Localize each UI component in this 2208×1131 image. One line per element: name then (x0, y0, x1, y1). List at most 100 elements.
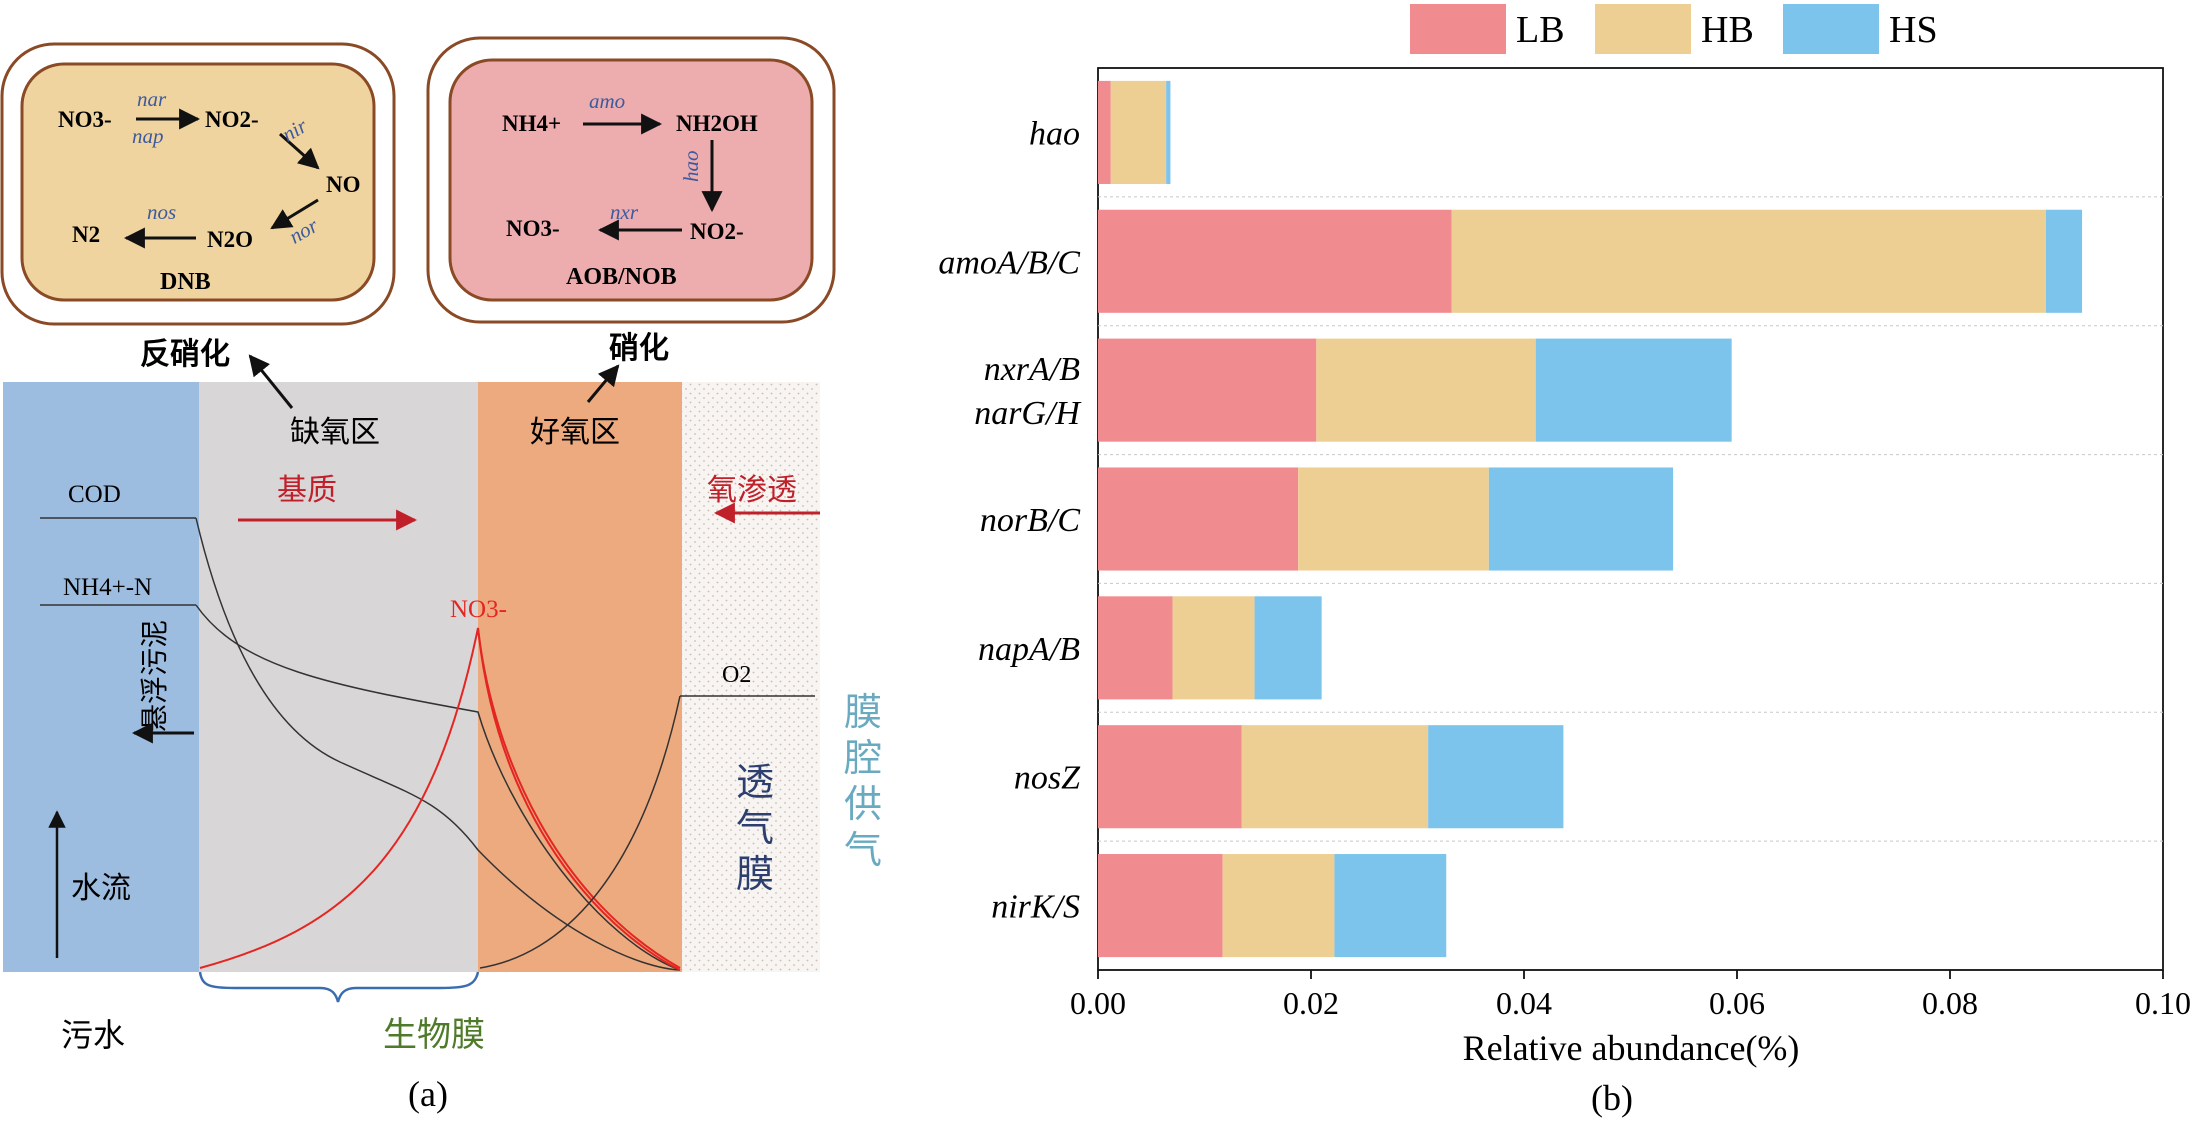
bar-lb-norb-c (1098, 467, 1299, 571)
arrow-nor (270, 198, 319, 230)
bar-hs-nxra-b-narg-h (1535, 338, 1732, 442)
membrane-zone (682, 382, 820, 972)
nh4n-label: NH4+-N (63, 574, 152, 601)
caption-b: (b) (1591, 1078, 1633, 1118)
enzyme-nar: nar (137, 87, 167, 111)
category-label: norB/C (980, 502, 1080, 539)
aob-label: AOB/NOB (566, 264, 677, 290)
category-label: nirK/S (991, 889, 1080, 926)
category-label: amoA/B/C (938, 244, 1080, 281)
cod-label: COD (68, 481, 121, 508)
bar-hb-nirk-s (1222, 854, 1335, 958)
dnb-n2: N2 (72, 222, 100, 247)
substrate-label: 基质 (277, 474, 337, 507)
bars (1098, 80, 2083, 958)
bar-hs-napa-b (1254, 596, 1322, 700)
dnb-no3: NO3- (58, 107, 112, 132)
aerobic-zone (478, 382, 682, 972)
o2-profile (479, 695, 681, 969)
legend-label-hb: HB (1701, 9, 1754, 51)
legend-swatch-hb (1595, 4, 1691, 54)
x-tick-label: 0.08 (1922, 985, 1978, 1021)
gas-membrane-label: 透气膜 (736, 762, 774, 896)
x-tick-label: 0.00 (1070, 985, 1126, 1021)
x-tick-label: 0.02 (1283, 985, 1339, 1021)
enzyme-nos: nos (147, 200, 176, 224)
legend-swatch-hs (1783, 4, 1879, 54)
bar-hs-amoa-b-c (2045, 209, 2083, 313)
aob-inner-box (448, 58, 814, 302)
aob-nh2oh: NH2OH (676, 111, 758, 136)
dnb-no: NO (326, 172, 361, 197)
caption-a: (a) (408, 1074, 448, 1114)
legend-label-hs: HS (1889, 9, 1938, 51)
enzyme-amo: amo (589, 89, 625, 113)
bar-hs-nosz (1428, 725, 1564, 829)
lumen-supply-char: 腔 (844, 738, 882, 780)
bar-hb-hao (1110, 80, 1167, 184)
gas-membrane-char: 膜 (736, 854, 774, 896)
bar-hs-hao (1166, 80, 1171, 184)
legend: LB HB HS (1410, 4, 1938, 54)
arrow-to-nitrification (586, 364, 620, 403)
x-tick-label: 0.10 (2135, 985, 2191, 1021)
category-labels: hao amoA/B/C nxrA/B narG/H norB/C napA/B nosZ n… (938, 115, 1082, 925)
bulk-liquid-zone (3, 382, 199, 972)
biofilm-label: 生物膜 (383, 1016, 485, 1054)
category-label: nxrA/B (984, 351, 1081, 388)
x-axis-ticks: 0.00 0.02 0.04 0.06 0.08 0.10 (1070, 970, 2191, 1021)
lumen-supply-char: 气 (844, 830, 882, 872)
no3-curve-label: NO3- (450, 596, 507, 623)
o2-label: O2 (722, 662, 751, 688)
enzyme-nap: nap (132, 124, 164, 148)
cod-profile (195, 517, 681, 971)
dnb-no2: NO2- (205, 107, 259, 132)
bar-lb-amoa-b-c (1098, 209, 1452, 313)
aerobic-zone-label: 好氧区 (530, 416, 620, 449)
legend-label-lb: LB (1516, 9, 1565, 51)
lumen-supply-char: 供 (844, 784, 882, 826)
bar-hs-nirk-s (1334, 854, 1447, 958)
nitrification-title: 硝化 (609, 332, 669, 365)
panel-a: NO3- NO2- NO N2O N2 nar nap nir nor nos … (0, 36, 882, 1114)
aob-no2: NO2- (690, 219, 744, 244)
x-tick-label: 0.06 (1709, 985, 1765, 1021)
anoxic-zone (199, 382, 478, 972)
enzyme-nxr: nxr (610, 200, 639, 224)
dnb-n2o: N2O (207, 227, 253, 252)
x-tick-label: 0.04 (1496, 985, 1552, 1021)
category-label: napA/B (978, 631, 1080, 668)
panel-b: LB HB HS hao amoA/B/C nxrA/B narG/H norB/C napA… (938, 4, 2191, 1118)
water-flow-label: 水流 (71, 872, 131, 905)
bar-hb-nosz (1241, 725, 1429, 829)
denitrification-title: 反硝化 (140, 338, 230, 371)
category-label: nosZ (1014, 760, 1081, 797)
dnb-inner-box (20, 62, 376, 302)
arrow-nir (278, 132, 320, 170)
sewage-label: 污水 (61, 1017, 125, 1053)
bar-lb-nosz (1098, 725, 1242, 829)
x-axis-label: Relative abundance(%) (1463, 1028, 1800, 1068)
category-label: narG/H (974, 395, 1082, 432)
bar-lb-napa-b (1098, 596, 1173, 700)
aob-no3: NO3- (506, 216, 560, 241)
aob-nh4: NH4+ (502, 111, 561, 136)
bar-lb-nxra-b-narg-h (1098, 338, 1317, 442)
anoxic-zone-label: 缺氧区 (290, 416, 380, 449)
category-label: hao (1029, 115, 1080, 152)
no3-profile-b (477, 627, 681, 969)
lumen-supply-char: 膜 (844, 692, 882, 734)
arrow-to-denitrification (248, 354, 294, 409)
bar-hb-napa-b (1172, 596, 1255, 700)
gas-membrane-char: 透 (736, 762, 774, 804)
bar-hb-norb-c (1298, 467, 1489, 571)
suspended-sludge-label: 悬浮污泥 (139, 620, 171, 732)
bar-lb-nirk-s (1098, 854, 1223, 958)
legend-swatch-lb (1410, 4, 1506, 54)
bar-hb-nxra-b-narg-h (1316, 338, 1536, 442)
nh4-profile (195, 604, 681, 971)
bar-hb-amoa-b-c (1451, 209, 2046, 313)
dnb-label: DNB (160, 269, 211, 295)
